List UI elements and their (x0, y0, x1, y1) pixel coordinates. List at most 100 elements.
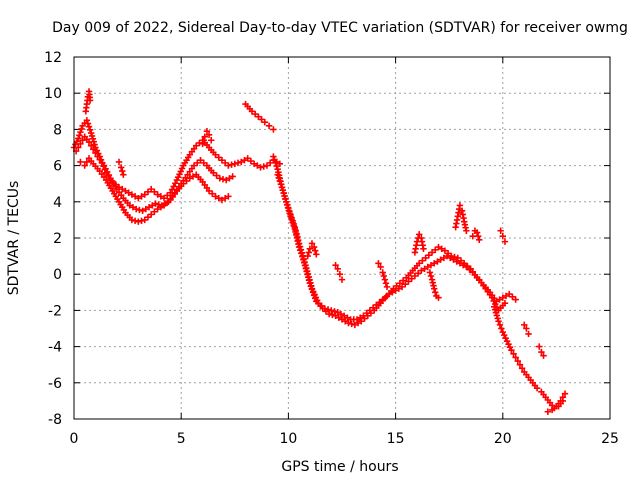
y-tick-label: 0 (53, 267, 62, 283)
data-point (276, 177, 284, 185)
data-point (427, 261, 435, 269)
x-tick-label: 5 (177, 431, 186, 447)
data-point (463, 227, 470, 234)
data-point (291, 223, 299, 231)
data-point (544, 408, 552, 415)
data-point (219, 175, 227, 183)
data-point (308, 240, 316, 247)
data-point (375, 260, 382, 267)
data-point (380, 272, 388, 280)
data-point (508, 347, 515, 354)
data-point (147, 185, 155, 193)
data-point (263, 162, 271, 169)
data-point (345, 319, 352, 327)
data-point (186, 175, 193, 182)
data-point (205, 131, 213, 139)
data-point (376, 299, 383, 306)
data-point (193, 142, 200, 149)
data-point (90, 146, 97, 153)
data-point (464, 262, 471, 270)
data-point (132, 205, 140, 213)
data-point (559, 394, 567, 401)
data-point (277, 180, 285, 188)
data-point (512, 296, 519, 303)
data-point (85, 123, 93, 130)
data-point (270, 153, 277, 160)
data-point (295, 240, 303, 247)
data-point (144, 213, 152, 221)
data-point (427, 272, 435, 280)
data-point (422, 254, 429, 262)
data-point (377, 263, 384, 271)
data-point (366, 307, 374, 314)
data-point (297, 246, 305, 253)
data-point (443, 252, 451, 260)
data-point (157, 193, 165, 200)
data-point (200, 137, 207, 144)
data-point (218, 196, 226, 204)
data-point (420, 245, 427, 253)
data-point (332, 261, 339, 269)
data-point (190, 162, 198, 169)
data-point (342, 318, 349, 325)
data-point (128, 191, 136, 198)
data-point (441, 247, 449, 254)
data-point (231, 160, 238, 167)
data-point (383, 283, 391, 291)
x-axis-label: GPS time / hours (281, 459, 398, 475)
data-point (305, 273, 312, 281)
y-tick-label: -2 (48, 303, 62, 319)
data-point (83, 158, 91, 166)
data-point (87, 142, 95, 149)
data-point (312, 247, 319, 254)
data-point (301, 258, 308, 266)
data-point (456, 260, 464, 267)
data-point (119, 185, 126, 193)
data-point (381, 276, 389, 283)
data-point (255, 113, 262, 120)
data-point (149, 202, 156, 209)
data-point (335, 314, 342, 321)
data-point (151, 188, 158, 196)
data-point (77, 128, 84, 136)
data-point (456, 202, 464, 209)
data-point (266, 159, 274, 167)
data-point (302, 261, 309, 269)
data-point (257, 164, 264, 171)
data-point (358, 318, 365, 325)
data-point (180, 180, 187, 187)
data-point (497, 227, 504, 234)
data-point (536, 343, 543, 350)
data-point (209, 190, 216, 197)
data-point (81, 162, 88, 169)
data-point (276, 160, 284, 167)
data-point (392, 287, 399, 294)
data-point (272, 159, 279, 167)
data-point (136, 206, 143, 214)
data-point (344, 314, 351, 321)
data-point (212, 193, 219, 200)
y-tick-label: -4 (48, 340, 62, 356)
data-point (84, 120, 92, 127)
x-tick-label: 15 (387, 431, 405, 447)
data-point (499, 232, 506, 240)
data-point (315, 299, 322, 307)
data-point (438, 245, 445, 253)
y-axis-label: SDTVAR / TECUs (6, 181, 22, 296)
data-point (396, 280, 404, 287)
data-point (296, 243, 304, 250)
data-point (154, 205, 161, 213)
x-tick-labels: 0 5 10 15 20 25 (70, 431, 619, 447)
data-point (510, 350, 517, 358)
data-point (228, 161, 235, 168)
data-point (131, 193, 139, 200)
data-point (194, 159, 201, 167)
data-point (304, 252, 311, 260)
data-point (405, 278, 412, 285)
data-point (466, 266, 473, 273)
y-tick-label: 2 (53, 231, 62, 247)
data-point (313, 251, 320, 258)
data-point (215, 194, 222, 202)
data-point (382, 293, 390, 301)
chart-title: Day 009 of 2022, Sidereal Day-to-day VTE… (52, 20, 628, 36)
